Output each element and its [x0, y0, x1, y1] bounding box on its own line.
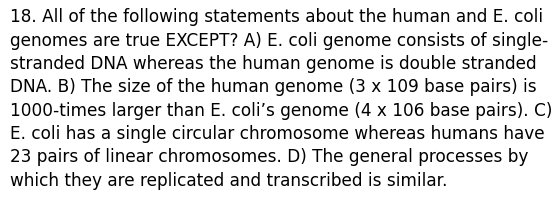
Text: 18. All of the following statements about the human and E. coli
genomes are true: 18. All of the following statements abou…	[10, 8, 552, 190]
